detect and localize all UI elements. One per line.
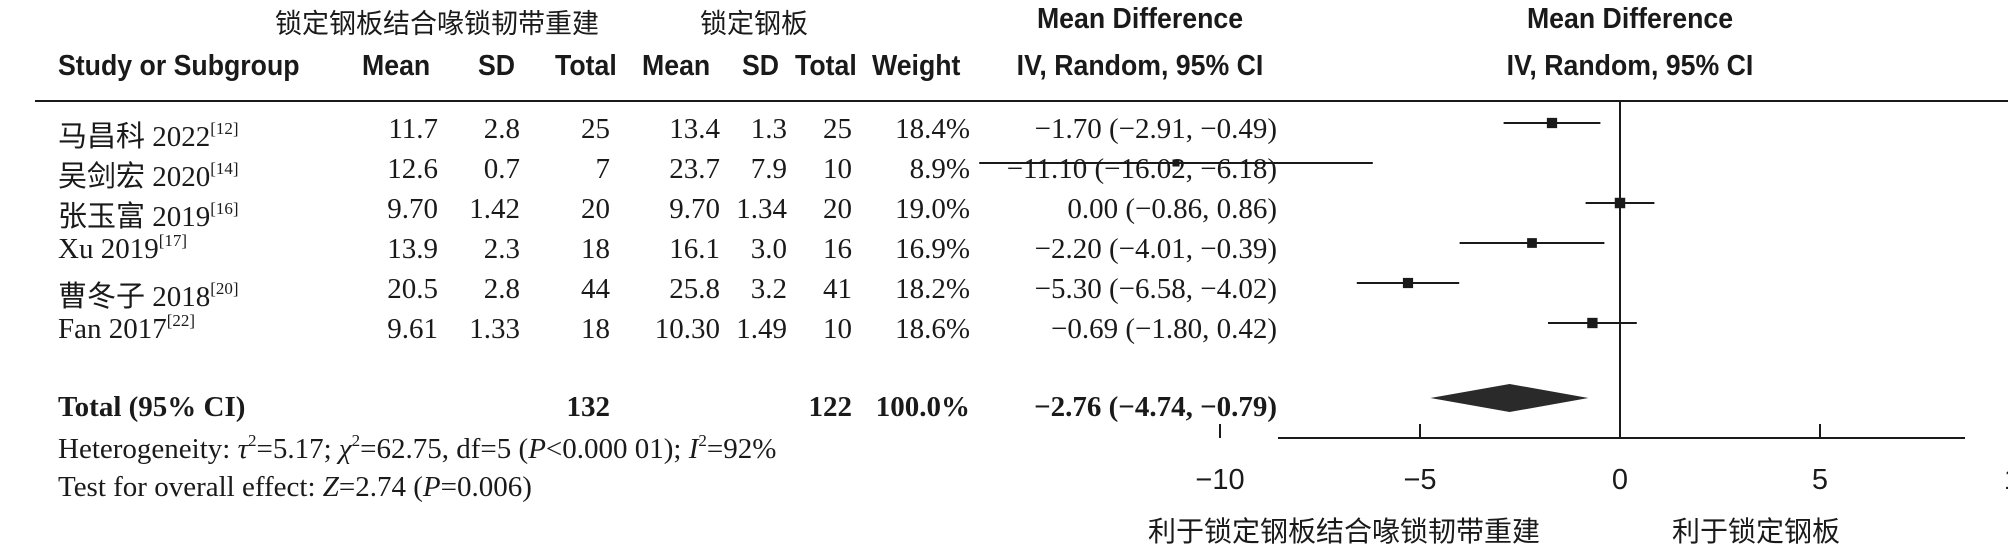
e-mean: 20.5 — [387, 273, 438, 305]
total-weight: 100.0% — [875, 391, 970, 423]
e-mean: 13.9 — [387, 233, 438, 265]
col-weight: Weight — [872, 50, 961, 82]
effect-column-title: Mean Difference — [1036, 3, 1244, 35]
study-point — [1527, 238, 1537, 248]
c-mean: 16.1 — [669, 233, 720, 265]
c-total: 10 — [823, 313, 852, 345]
ci-text: 0.00 (−0.86, 0.86) — [1067, 193, 1277, 225]
e-sd: 2.8 — [483, 113, 520, 145]
c-total: 25 — [823, 113, 852, 145]
e-total: 18 — [581, 233, 610, 265]
pooled-diamond — [1430, 384, 1589, 412]
e-sd: 1.33 — [469, 313, 520, 345]
total-label: Total (95% CI) — [58, 391, 246, 423]
e-sd: 2.8 — [483, 273, 520, 305]
study-ref: [17] — [158, 231, 188, 250]
c-mean: 10.30 — [654, 313, 720, 345]
e-mean: 12.6 — [387, 153, 438, 185]
ci-text: −5.30 (−6.58, −4.02) — [1034, 273, 1277, 305]
col-c-total: Total — [795, 50, 857, 82]
weight: 18.6% — [895, 313, 970, 345]
c-total: 10 — [823, 153, 852, 185]
heterogeneity-text: Heterogeneity: τ2=5.17; χ2=62.75, df=5 (… — [58, 431, 777, 465]
total-e-total: 132 — [566, 391, 611, 423]
c-mean: 23.7 — [669, 153, 720, 185]
e-sd: 0.7 — [483, 153, 520, 185]
study-name: 张玉富 2019[16] — [58, 199, 239, 233]
c-sd: 3.2 — [750, 273, 787, 305]
study-name: Fan 2017[22] — [58, 311, 196, 345]
study-ref: [12] — [210, 119, 239, 138]
weight: 8.9% — [909, 153, 970, 185]
e-total: 20 — [581, 193, 610, 225]
weight: 18.4% — [895, 113, 970, 145]
col-e-mean: Mean — [362, 50, 431, 82]
control-group-label: 锁定钢板 — [700, 9, 808, 40]
col-study: Study or Subgroup — [58, 50, 300, 82]
experimental-group-label: 锁定钢板结合喙锁韧带重建 — [275, 9, 599, 40]
study-name: Xu 2019[17] — [58, 231, 188, 265]
x-tick-label: −5 — [1403, 464, 1436, 496]
e-sd: 1.42 — [469, 193, 520, 225]
col-e-sd: SD — [478, 50, 516, 82]
e-sd: 2.3 — [483, 233, 520, 265]
c-sd: 1.34 — [736, 193, 787, 225]
total-ci-text: −2.76 (−4.74, −0.79) — [1034, 391, 1277, 423]
e-mean: 9.70 — [387, 193, 438, 225]
ci-text: −11.10 (−16.02, −6.18) — [1006, 153, 1277, 185]
favours-experimental-label: 利于锁定钢板结合喙锁韧带重建 — [1148, 515, 1541, 548]
c-mean: 25.8 — [669, 273, 720, 305]
study-ref: [22] — [166, 311, 196, 330]
e-mean: 9.61 — [387, 313, 438, 345]
ci-text: −1.70 (−2.91, −0.49) — [1034, 113, 1277, 145]
c-sd: 1.49 — [736, 313, 787, 345]
x-tick-label: 10 — [2004, 464, 2008, 496]
x-tick-label: 5 — [1812, 464, 1828, 496]
col-c-sd: SD — [742, 50, 780, 82]
e-total: 44 — [581, 273, 610, 305]
c-sd: 7.9 — [750, 153, 787, 185]
plot-title: Mean Difference — [1526, 3, 1734, 35]
col-c-mean: Mean — [642, 50, 711, 82]
e-total: 18 — [581, 313, 610, 345]
study-point — [1172, 159, 1180, 167]
ci-text: −2.20 (−4.01, −0.39) — [1034, 233, 1277, 265]
study-ref: [14] — [210, 159, 239, 178]
total-c-total: 122 — [808, 391, 853, 423]
overall-effect-text: Test for overall effect: Z=2.74 (P=0.006… — [58, 471, 532, 503]
c-mean: 13.4 — [669, 113, 720, 145]
study-name: 曹冬子 2018[20] — [58, 279, 239, 313]
study-ref: [20] — [210, 279, 239, 298]
ci-text: −0.69 (−1.80, 0.42) — [1050, 313, 1277, 345]
e-total: 25 — [581, 113, 610, 145]
weight: 19.0% — [895, 193, 970, 225]
col-effect-method: IV, Random, 95% CI — [1016, 50, 1264, 82]
c-sd: 3.0 — [750, 233, 787, 265]
study-name: 吴剑宏 2020[14] — [58, 159, 239, 193]
c-mean: 9.70 — [669, 193, 720, 225]
c-total: 16 — [823, 233, 852, 265]
study-ref: [16] — [210, 199, 239, 218]
study-point — [1546, 117, 1558, 129]
e-total: 7 — [595, 153, 611, 185]
e-mean: 11.7 — [388, 113, 438, 145]
x-tick-label: −10 — [1195, 464, 1244, 496]
weight: 16.9% — [895, 233, 970, 265]
weight: 18.2% — [895, 273, 970, 305]
favours-control-label: 利于锁定钢板 — [1672, 515, 1841, 548]
study-point — [1587, 317, 1598, 329]
col-e-total: Total — [555, 50, 617, 82]
study-point — [1614, 197, 1626, 209]
c-sd: 1.3 — [750, 113, 787, 145]
plot-method: IV, Random, 95% CI — [1506, 50, 1754, 82]
study-name: 马昌科 2022[12] — [58, 119, 239, 153]
study-point — [1402, 277, 1414, 289]
c-total: 41 — [823, 273, 852, 305]
x-tick-label: 0 — [1612, 464, 1628, 496]
c-total: 20 — [823, 193, 852, 225]
